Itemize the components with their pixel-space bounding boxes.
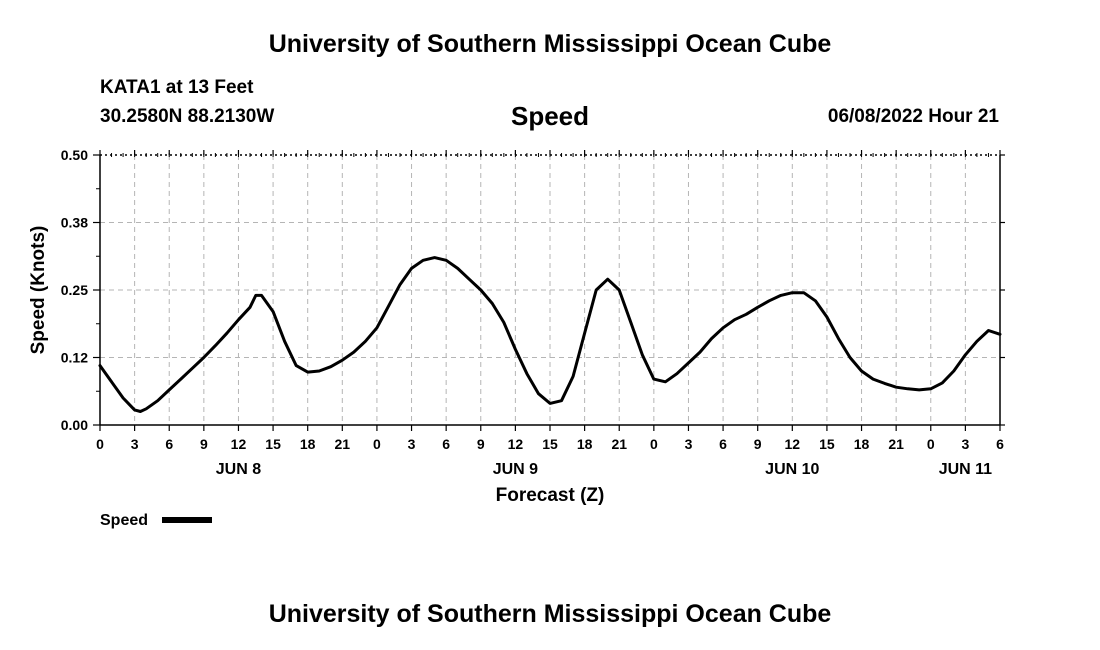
y-tick-label: 0.12 — [61, 350, 88, 366]
y-axis-label: Speed (Knots) — [28, 226, 49, 355]
x-tick-label: 0 — [927, 436, 935, 452]
footer-title: University of Southern Mississippi Ocean… — [268, 600, 832, 628]
x-tick-label: 18 — [300, 436, 316, 452]
axis-ticks: 0.00 0.12 0.25 0.38 0.50 0 3 6 9 12 15 18 21 0 3 6 9 12 15… — [61, 147, 1005, 478]
y-tick-label: 0.25 — [61, 282, 88, 298]
x-tick-label: 6 — [719, 436, 727, 452]
x-tick-label: 9 — [200, 436, 208, 452]
x-tick-label: 3 — [685, 436, 693, 452]
variable-title: Speed — [510, 101, 590, 131]
chart-title: University of Southern Mississippi Ocean… — [268, 30, 832, 58]
date-label: JUN 11 — [939, 461, 992, 478]
station-label: KATA1 at 13 Feet — [100, 77, 254, 98]
date-label: JUN 9 — [493, 461, 538, 478]
x-tick-label: 6 — [996, 436, 1004, 452]
legend-label: Speed — [100, 512, 148, 529]
x-tick-label: 9 — [754, 436, 762, 452]
x-tick-label: 15 — [819, 436, 835, 452]
series-line-speed — [98, 256, 1002, 413]
x-axis-label: Forecast (Z) — [496, 485, 605, 506]
x-tick-label: 6 — [165, 436, 173, 452]
x-tick-label: 3 — [408, 436, 416, 452]
x-tick-label: 12 — [785, 436, 801, 452]
x-tick-label: 12 — [508, 436, 524, 452]
date-label: JUN 10 — [765, 461, 819, 478]
x-tick-label: 0 — [650, 436, 658, 452]
x-tick-label: 0 — [373, 436, 381, 452]
date-label: JUN 8 — [216, 461, 261, 478]
y-tick-label: 0.38 — [61, 215, 88, 231]
x-tick-label: 0 — [96, 436, 104, 452]
x-tick-label: 3 — [131, 436, 139, 452]
y-tick-label: 0.50 — [61, 147, 88, 163]
series-layer — [98, 256, 1002, 413]
x-tick-label: 3 — [961, 436, 969, 452]
x-tick-label: 15 — [265, 436, 281, 452]
x-tick-label: 18 — [577, 436, 593, 452]
datetime-label: 06/08/2022 Hour 21 — [827, 106, 999, 127]
x-tick-label: 15 — [542, 436, 558, 452]
x-tick-label: 21 — [335, 436, 351, 452]
x-tick-label: 21 — [888, 436, 904, 452]
grid-lines — [100, 155, 1000, 425]
x-tick-label: 18 — [854, 436, 870, 452]
x-tick-label: 12 — [231, 436, 247, 452]
y-tick-label: 0.00 — [61, 417, 88, 433]
x-tick-label: 9 — [477, 436, 485, 452]
x-tick-label: 21 — [611, 436, 627, 452]
coordinates-label: 30.2580N 88.2130W — [100, 106, 275, 127]
x-tick-label: 6 — [442, 436, 450, 452]
